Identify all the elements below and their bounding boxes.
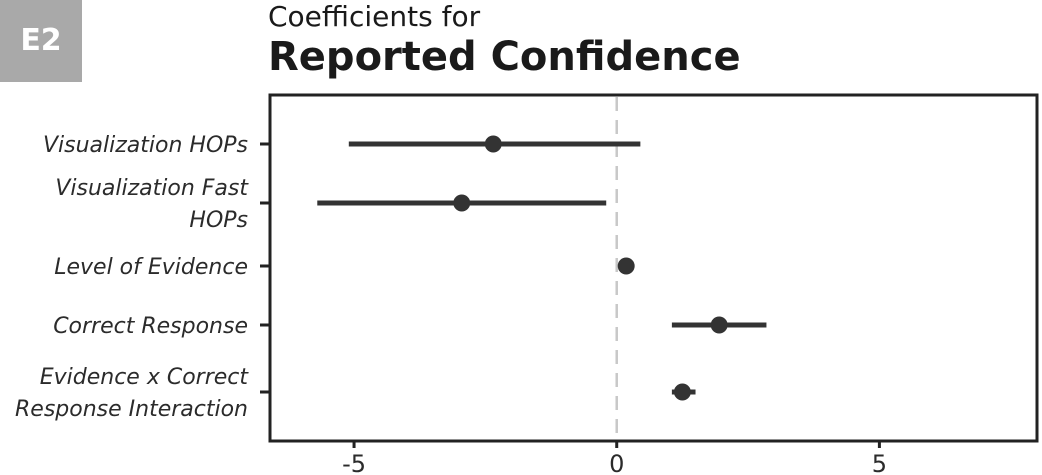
chart-subtitle: Reported Confidence xyxy=(268,34,741,80)
y-tick-label-1-line-0: Visualization Fast xyxy=(55,176,249,201)
y-tick-label-1-line-1: HOPs xyxy=(189,208,248,233)
x-tick-label-0: -5 xyxy=(342,450,366,475)
x-tick-label-1: 0 xyxy=(609,450,624,475)
x-tick-label-2: 5 xyxy=(872,450,887,475)
estimate-point-3 xyxy=(710,316,728,334)
estimate-point-0 xyxy=(484,135,502,153)
estimate-point-1 xyxy=(453,194,471,212)
panel-badge: E2 xyxy=(0,0,82,82)
y-tick-label-4-line-1: Response Interaction xyxy=(15,397,248,422)
y-tick-label-3-line-0: Correct Response xyxy=(53,314,248,339)
y-tick-label-4-line-0: Evidence x Correct xyxy=(40,365,250,390)
chart-title: Coefficients for xyxy=(268,0,481,33)
y-tick-label-2-line-0: Level of Evidence xyxy=(54,255,248,280)
plot-frame xyxy=(268,93,1039,443)
y-tick-label-0-line-0: Visualization HOPs xyxy=(43,133,248,158)
estimate-point-2 xyxy=(617,257,635,275)
estimate-point-4 xyxy=(673,383,691,401)
